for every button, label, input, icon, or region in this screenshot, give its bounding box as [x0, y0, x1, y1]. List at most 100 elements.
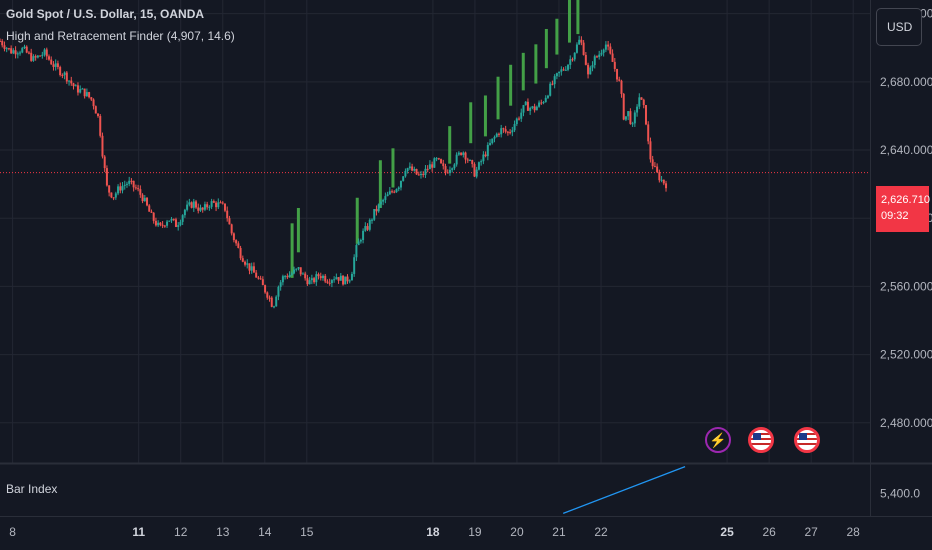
signal-bar	[555, 18, 559, 55]
candle-body	[108, 185, 111, 193]
candle-body	[526, 101, 529, 111]
candle-body	[636, 106, 639, 113]
candle-body	[137, 188, 140, 190]
candle-body	[94, 106, 97, 114]
signal-bar	[496, 76, 500, 120]
candle-body	[609, 46, 612, 54]
candle-body	[226, 210, 229, 219]
signal-bar	[469, 102, 473, 144]
us-flag-icon[interactable]	[794, 427, 820, 453]
candle-body	[3, 45, 6, 49]
candle-body	[32, 56, 35, 61]
candle-body	[99, 116, 102, 136]
candle-body	[573, 52, 576, 60]
candle-body	[651, 159, 654, 167]
candle-body	[232, 233, 235, 241]
candle-body	[386, 194, 389, 197]
candle-body	[14, 50, 17, 55]
candle-body	[495, 133, 498, 137]
candle-body	[25, 46, 28, 53]
candle-body	[529, 107, 532, 111]
time-tick-label: 20	[510, 525, 524, 539]
candle-body	[268, 297, 271, 299]
candle-body	[85, 92, 88, 97]
candle-body	[257, 277, 260, 279]
candle-body	[235, 240, 238, 244]
candle-body	[633, 112, 636, 124]
lightning-icon[interactable]: ⚡	[705, 427, 731, 453]
candle-body	[212, 201, 215, 203]
candle-body	[250, 266, 253, 271]
candle-body	[275, 296, 278, 307]
candle-body	[542, 102, 545, 104]
candle-body	[348, 280, 351, 282]
price-tick-label: 2,520.000	[880, 348, 932, 362]
bar-index-pane-label[interactable]: Bar Index	[6, 482, 58, 496]
signal-bar	[544, 28, 548, 69]
candle-body	[163, 225, 166, 227]
candle-body	[524, 101, 527, 106]
candle-body	[321, 275, 324, 279]
candle-body	[533, 106, 536, 111]
candle-body	[375, 209, 378, 212]
candle-body	[117, 186, 120, 194]
candle-body	[440, 159, 443, 164]
signal-bar	[576, 0, 580, 35]
candle-body	[295, 268, 298, 270]
candle-body	[473, 164, 476, 177]
candle-body	[482, 154, 485, 162]
candle-body	[19, 52, 22, 54]
candle-body	[460, 152, 463, 155]
candle-body	[513, 124, 516, 131]
candle-body	[286, 276, 289, 278]
candle-body	[616, 68, 619, 80]
candle-body	[157, 222, 160, 226]
candle-body	[431, 164, 434, 168]
candle-body	[388, 191, 391, 195]
candle-body	[259, 278, 262, 280]
candle-body	[261, 279, 264, 286]
candle-body	[74, 85, 77, 87]
candle-body	[179, 221, 182, 226]
candle-body	[587, 64, 590, 75]
candle-body	[355, 245, 358, 258]
candle-body	[208, 206, 211, 208]
candle-body	[284, 276, 287, 278]
candle-body	[575, 44, 578, 53]
price-tick-label: 2,680.000	[880, 75, 932, 89]
candle-body	[638, 97, 641, 107]
candle-body	[30, 52, 33, 61]
candle-body	[88, 92, 91, 98]
time-tick-label: 8	[9, 525, 16, 539]
candle-body	[228, 218, 231, 225]
indicator-legend[interactable]: High and Retracement Finder (4,907, 14.6…	[6, 29, 235, 43]
candle-body	[54, 63, 57, 67]
candle-body	[658, 172, 661, 181]
candle-body	[611, 53, 614, 62]
candle-body	[110, 192, 113, 198]
currency-button[interactable]: USD	[876, 8, 922, 46]
candle-body	[428, 164, 431, 170]
candle-body	[246, 263, 249, 265]
time-tick-label: 14	[258, 525, 272, 539]
candle-body	[239, 247, 242, 259]
candle-body	[413, 168, 416, 171]
candle-body	[415, 168, 418, 175]
candle-body	[281, 276, 284, 283]
candle-body	[148, 205, 151, 212]
candle-body	[518, 118, 521, 120]
last-price-tag: 2,626.710 09:32	[876, 186, 930, 232]
candle-body	[223, 203, 226, 211]
candle-body	[90, 97, 93, 100]
us-flag-icon[interactable]	[748, 427, 774, 453]
candle-body	[480, 161, 483, 163]
candle-body	[105, 168, 108, 186]
candle-body	[464, 152, 467, 160]
candle-body	[270, 297, 273, 307]
candle-body	[595, 56, 598, 58]
signal-bar	[534, 44, 538, 84]
candle-body	[59, 67, 62, 76]
candle-body	[143, 197, 146, 202]
candle-body	[337, 277, 340, 281]
